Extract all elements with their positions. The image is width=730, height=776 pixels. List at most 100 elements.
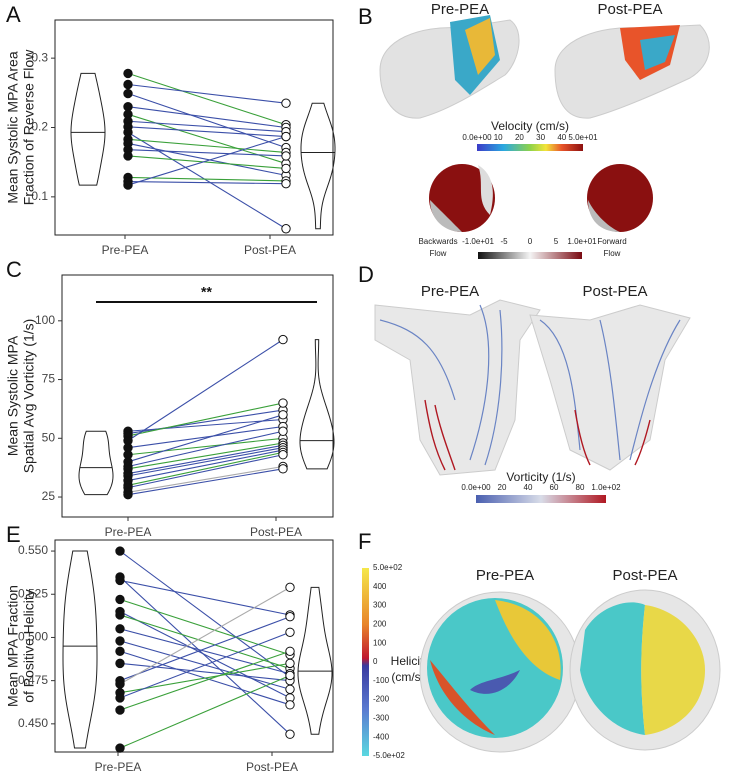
y-tick-label: 0.1 <box>31 189 48 203</box>
pre-point <box>123 489 133 500</box>
pair-line <box>127 409 284 435</box>
panel-letter: F <box>358 529 371 554</box>
violin <box>300 102 336 230</box>
post-point <box>285 700 295 710</box>
y-axis-label: Mean Systolic MPA Area <box>5 51 21 203</box>
pair-line <box>127 402 284 437</box>
pair-line <box>127 430 284 468</box>
pair-line <box>127 414 284 463</box>
y-tick-label: 50 <box>42 430 56 444</box>
y-tick-label: 75 <box>42 372 56 386</box>
pair-line <box>127 149 287 157</box>
colorbar-title: Helicity <box>391 654 430 668</box>
x-tick-label: Post-PEA <box>246 760 298 774</box>
post-point <box>281 151 291 161</box>
panel-label: Post-PEA <box>612 567 677 584</box>
y-axis-label: of Positive Helicity <box>21 589 37 703</box>
pre-point <box>123 151 133 161</box>
plot-frame <box>54 19 334 236</box>
colorbar-tick: 40 <box>557 133 566 142</box>
pair-line <box>127 155 287 169</box>
colorbar-tick: 40 <box>524 483 533 492</box>
colorbar-tick: 0 <box>373 657 378 666</box>
post-point <box>278 450 288 460</box>
colorbar-tick: 100 <box>373 638 387 647</box>
colorbar <box>476 495 606 503</box>
y-tick-label: 0.2 <box>31 120 48 134</box>
pre-point <box>115 743 125 753</box>
panel-label: Pre-PEA <box>421 283 479 300</box>
post-point <box>285 612 295 622</box>
pair-line <box>127 437 284 456</box>
post-point <box>285 646 295 656</box>
pre-point <box>115 594 125 605</box>
colorbar-tick: 60 <box>550 483 559 492</box>
violin <box>299 339 335 470</box>
pair-line <box>127 449 284 482</box>
colorbar-tick: 400 <box>373 582 387 591</box>
y-axis-label: Fraction of Reverse Flow <box>21 49 37 205</box>
colorbar-tick: 1.0e+01 <box>567 237 597 246</box>
pair-line <box>119 650 291 711</box>
colorbar-tick: -400 <box>373 732 390 741</box>
panel-letter: C <box>6 257 22 282</box>
y-tick-label: 100 <box>35 313 55 327</box>
y-tick-label: 25 <box>42 489 56 503</box>
pre-point <box>123 180 133 190</box>
pre-point <box>123 88 133 99</box>
colorbar-tick: 80 <box>576 483 585 492</box>
panel-letter: E <box>6 522 21 547</box>
pre-point <box>115 575 125 586</box>
streamline-render <box>374 299 691 476</box>
panel-label: Pre-PEA <box>476 567 534 584</box>
pair-line <box>127 425 284 449</box>
pre-point <box>115 610 125 620</box>
x-tick-label: Pre-PEA <box>102 243 149 257</box>
colorbar-tick: 5.0e+01 <box>568 133 598 142</box>
panel-label: Post-PEA <box>597 1 662 18</box>
colorbar <box>478 252 582 259</box>
post-point <box>281 224 291 234</box>
violin <box>297 586 333 735</box>
y-axis-label: Mean Systolic MPA <box>5 335 21 456</box>
plot-frame <box>54 539 334 753</box>
x-tick-label: Post-PEA <box>244 243 296 257</box>
pair-line <box>127 339 284 442</box>
post-point <box>281 178 291 189</box>
pre-point <box>115 624 125 634</box>
pair-line <box>127 138 287 154</box>
pre-point <box>115 646 125 656</box>
x-tick-label: Post-PEA <box>250 525 302 539</box>
y-tick-label: 0.500 <box>18 630 48 644</box>
post-point <box>278 426 288 436</box>
colorbar-tick: 1.0e+02 <box>591 483 621 492</box>
panel-label: Post-PEA <box>582 283 647 300</box>
colorbar-tick: 0.0e+00 <box>461 483 491 492</box>
panel-letter: B <box>358 4 373 29</box>
colorbar-tick: -5 <box>500 237 508 246</box>
colorbar-tick: 0.0e+00 <box>462 133 492 142</box>
violin <box>62 550 98 749</box>
colorbar-tick: 300 <box>373 601 387 610</box>
panel-label: Pre-PEA <box>431 1 489 18</box>
colorbar-tick: 200 <box>373 620 387 629</box>
post-point <box>278 410 288 420</box>
colorbar-tick: -200 <box>373 695 390 704</box>
post-point <box>278 464 288 474</box>
colorbar-label: Forward <box>597 237 626 246</box>
pair-line <box>119 616 291 682</box>
colorbar-tick: 5.0e+02 <box>373 563 403 572</box>
pair-line <box>127 442 284 470</box>
post-point <box>278 334 288 345</box>
colorbar-tick: 5 <box>554 237 559 246</box>
pair-line <box>127 181 287 185</box>
colorbar-tick: -1.0e+01 <box>462 237 494 246</box>
post-point <box>285 670 295 681</box>
post-point <box>278 398 288 408</box>
plot-frame <box>61 274 334 518</box>
pre-point <box>115 705 125 715</box>
y-tick-label: 0.3 <box>31 50 48 64</box>
colorbar-title: (cm/s²) <box>391 670 428 684</box>
post-point <box>281 98 291 108</box>
